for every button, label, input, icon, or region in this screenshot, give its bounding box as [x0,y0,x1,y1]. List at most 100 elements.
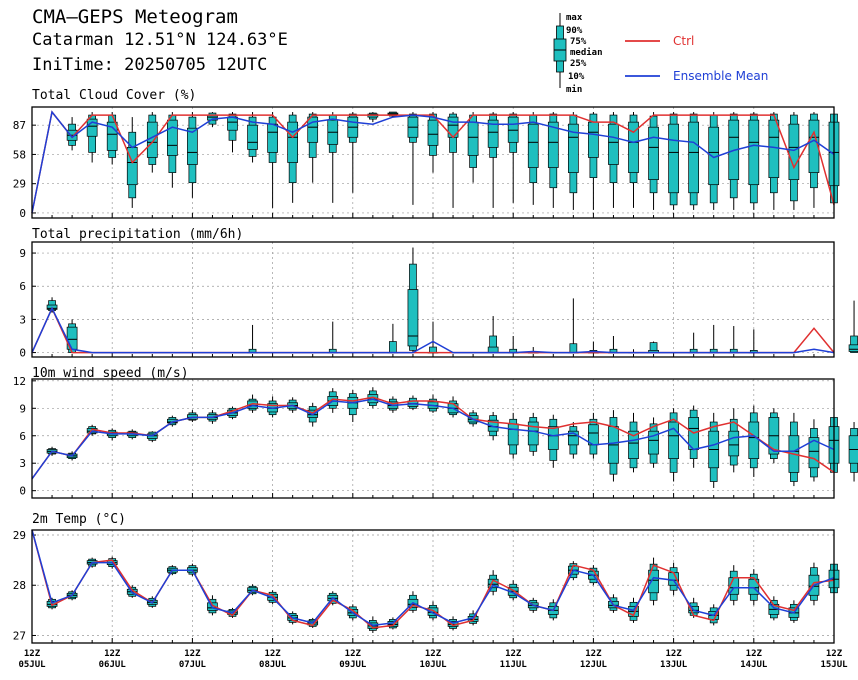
ensemble-box [427,321,439,354]
x-tick-label-date: 07JUL [179,660,207,670]
panel-title: Total Cloud Cover (%) [32,88,196,103]
ensemble-box [608,335,619,354]
box-p25-p75 [247,124,258,150]
x-tick-label-time: 12Z [746,649,763,659]
box-p25-p75 [487,119,499,148]
ensemble-mean-line [31,306,835,354]
ensemble-box [507,112,519,203]
ensemble-box [748,112,760,210]
ensemble-box [247,112,258,163]
ensemble-box [648,417,659,468]
x-tick-label-time: 12Z [264,649,281,659]
legend-ctrl-label: Ctrl [673,34,694,48]
ensemble-box [307,112,319,183]
ensemble-box [427,394,439,413]
x-tick-label-date: 11JUL [500,660,528,670]
ensemble-box [768,112,780,210]
y-tick-label: 29 [13,178,26,191]
ensemble-box [788,112,800,210]
panel-4: 2m Temp (°C) 27 28 29 [13,512,840,644]
box-p25-p75 [527,123,539,168]
ensemble-box [407,112,419,205]
ensemble-box [66,117,78,151]
box-p25-p75 [187,127,198,165]
box-p25-p75 [427,119,439,146]
panel-frame [31,378,835,499]
box-p25-p75 [848,344,858,352]
ensemble-box [427,112,439,173]
box-p25-p75 [106,121,118,151]
box-p25-p75 [287,121,298,163]
ensemble-box [167,112,178,188]
ensemble-box [267,112,278,208]
ensemble-mean-line [31,398,835,480]
y-tick-label: 0 [19,207,26,220]
ensemble-box [487,112,499,208]
box-p10-p90 [429,346,437,353]
ensemble-box [187,410,198,423]
ensemble-box [527,112,539,205]
x-tick-label-date: 15JUL [820,660,848,670]
ensemble-box [588,112,599,210]
y-tick-label: 87 [13,119,26,132]
ensemble-box [708,324,720,354]
y-tick-label: 0 [19,485,26,498]
panel-title: Total precipitation (mm/6h) [32,227,243,242]
box-p25-p75 [527,421,539,446]
box-p10-p90 [569,343,578,353]
panel-frame [31,106,835,219]
x-tick-label-date: 12JUL [580,660,608,670]
ensemble-box [728,326,740,354]
ensemble-box [708,412,720,488]
legend-label-max: max [566,13,583,23]
ensemble-box [808,419,820,482]
ensemble-box [387,323,399,354]
ensemble-box [86,112,98,163]
panel-1: Total Cloud Cover (%) 0 29 58 87 [13,88,840,220]
ensemble-box [648,112,659,210]
y-tick-label: 29 [13,529,26,542]
ensemble-box [347,112,359,193]
box-p25-p75 [688,121,700,194]
ensemble-mean-line [31,110,835,214]
x-tick-label-date: 13JUL [660,660,688,670]
box-p25-p75 [748,578,760,595]
legend-label-p10: 10% [568,72,585,82]
x-tick-label-time: 12Z [24,649,41,659]
ensemble-box [728,408,740,473]
ensemble-box [247,324,258,354]
x-tick-label-time: 12Z [345,649,362,659]
ensemble-box [668,408,679,482]
box-p25-p75 [307,116,319,143]
ensemble-box [547,414,559,468]
box-p25-p75 [307,409,319,418]
ensemble-box [547,112,559,208]
box-p25-p75 [628,121,639,173]
x-tick-label-date: 05JUL [18,660,46,670]
y-tick-label: 9 [19,247,26,260]
y-tick-label: 3 [19,457,26,470]
box-p25-p75 [507,116,519,143]
x-tick-label-time: 12Z [585,649,602,659]
ensemble-box [628,412,639,473]
box-p25-p75 [808,119,820,173]
box-p25-p75 [427,607,439,616]
box-p25-p75 [648,430,659,455]
panel-title: 2m Temp (°C) [32,512,126,527]
location-label: Catarman 12.51°N 124.63°E [32,30,288,50]
y-tick-label: 58 [13,148,26,161]
box-p25-p75 [728,430,740,457]
ensemble-box [267,396,278,418]
ensemble-box [487,570,499,596]
ensemble-box [848,300,858,353]
ensemble-box [608,410,619,482]
ensemble-box [648,341,659,354]
legend-label-p25: 25% [570,59,587,69]
y-tick-label: 6 [19,280,26,293]
box-p25-p75 [167,119,178,156]
ensemble-box [507,335,519,354]
panel-frame [31,529,835,644]
ensemble-box [567,298,579,354]
y-tick-label: 12 [13,375,26,388]
ensemble-mean-line [31,529,835,627]
